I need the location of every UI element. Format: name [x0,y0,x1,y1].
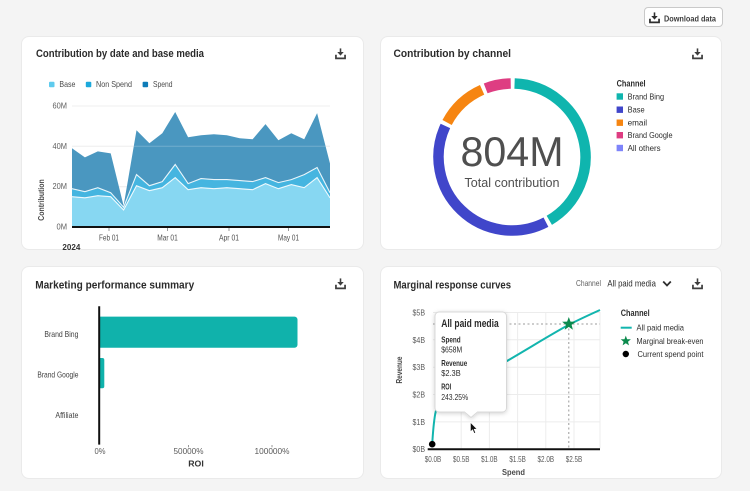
svg-text:804M: 804M [461,128,564,175]
svg-text:Marketing performance summary: Marketing performance summary [35,280,195,292]
svg-text:Spend: Spend [153,79,173,89]
svg-text:email: email [628,118,648,128]
svg-text:Contribution by channel: Contribution by channel [394,48,512,60]
svg-text:Marginal response curves: Marginal response curves [394,280,512,292]
svg-text:40M: 40M [53,141,68,151]
svg-text:50000%: 50000% [174,446,204,456]
svg-text:$0.5B: $0.5B [453,454,470,464]
svg-text:$5B: $5B [413,307,426,317]
svg-text:Spend: Spend [502,467,525,477]
svg-text:Channel: Channel [621,308,650,319]
svg-text:Affiliate: Affiliate [55,410,78,420]
svg-text:Current spend point: Current spend point [638,349,705,359]
svg-text:0M: 0M [57,222,68,232]
svg-text:$1B: $1B [413,417,426,427]
svg-text:$3B: $3B [413,362,426,372]
svg-text:100000%: 100000% [255,446,290,456]
svg-text:0%: 0% [95,446,106,456]
svg-text:Brand Bing: Brand Bing [44,329,78,339]
svg-text:$1.5B: $1.5B [509,454,526,464]
svg-text:Total contribution: Total contribution [465,175,560,190]
svg-text:Spend: Spend [441,335,461,345]
svg-text:All paid media: All paid media [607,279,656,290]
svg-text:All others: All others [628,143,661,153]
svg-text:All paid media: All paid media [637,323,685,333]
svg-text:Channel: Channel [617,78,646,89]
svg-text:$658M: $658M [441,345,462,355]
svg-text:Feb 01: Feb 01 [99,233,119,243]
svg-text:Brand Google: Brand Google [628,130,673,140]
svg-text:Base: Base [628,105,645,115]
svg-text:Channel: Channel [576,278,601,288]
svg-text:$2.5B: $2.5B [566,454,583,464]
svg-text:$2.3B: $2.3B [441,368,461,378]
svg-text:Brand Bing: Brand Bing [628,92,665,102]
svg-text:$4B: $4B [413,335,426,345]
svg-text:Revenue: Revenue [441,358,467,368]
svg-text:243.25%: 243.25% [441,392,468,402]
svg-text:Download data: Download data [664,14,716,24]
svg-text:$2.0B: $2.0B [538,454,555,464]
svg-text:$1.0B: $1.0B [481,454,498,464]
svg-text:Marginal break-even: Marginal break-even [637,336,704,346]
svg-text:Brand Google: Brand Google [37,370,78,380]
svg-text:Apr 01: Apr 01 [219,233,239,243]
svg-text:60M: 60M [53,101,68,111]
svg-text:$2B: $2B [413,390,426,400]
svg-text:All paid media: All paid media [441,318,499,330]
svg-text:$0.0B: $0.0B [425,454,442,464]
svg-text:$0B: $0B [413,444,426,454]
svg-text:Revenue: Revenue [395,356,404,383]
svg-text:ROI: ROI [441,382,451,392]
svg-text:20M: 20M [53,181,68,191]
svg-text:Mar 01: Mar 01 [157,233,178,243]
svg-text:Non Spend: Non Spend [96,79,132,89]
svg-text:2024: 2024 [62,242,80,251]
svg-text:May 01: May 01 [278,233,299,243]
svg-text:Contribution: Contribution [37,179,46,221]
svg-text:Base: Base [59,79,75,89]
svg-text:ROI: ROI [188,459,204,469]
svg-text:Contribution by date and base: Contribution by date and base media [36,48,205,60]
